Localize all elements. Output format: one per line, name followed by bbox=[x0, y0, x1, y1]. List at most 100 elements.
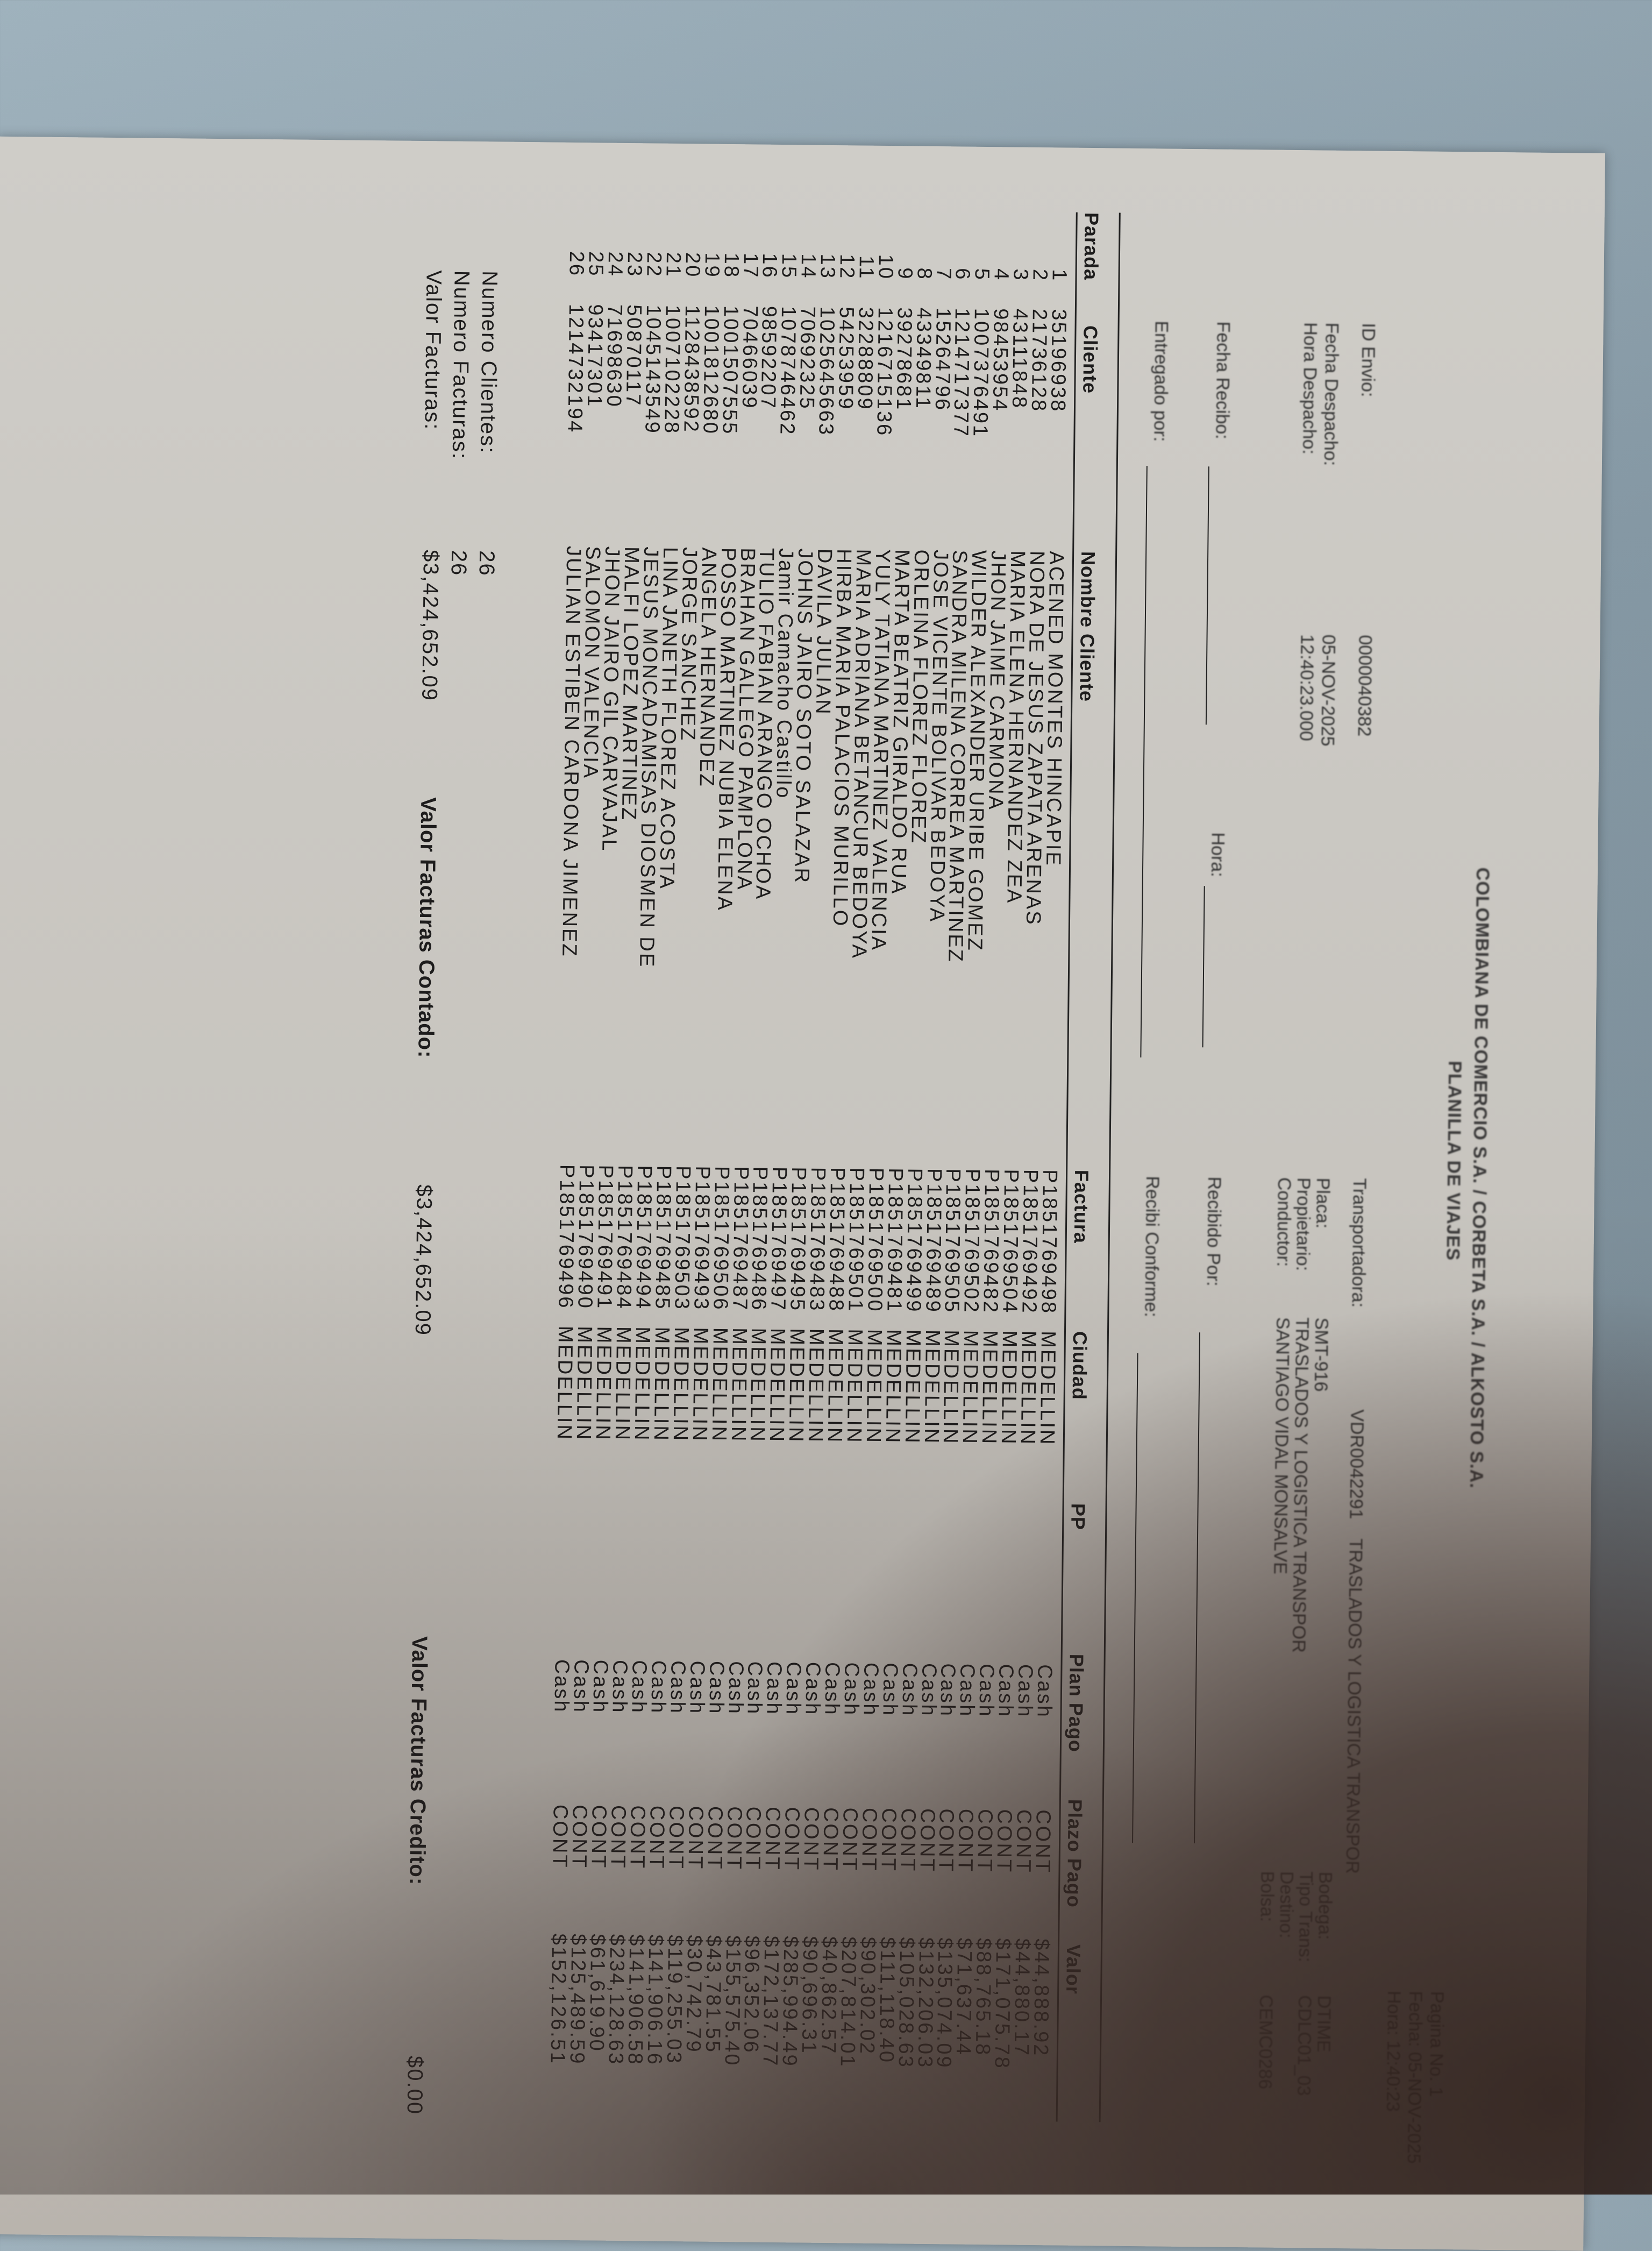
column-header-nombre-cliente: Nombre Cliente bbox=[1076, 551, 1100, 702]
cell-ciudad: MEDELLIN bbox=[804, 1328, 828, 1444]
hora-recibo-line bbox=[1202, 886, 1205, 1048]
cell-ciudad: MEDELLIN bbox=[861, 1329, 886, 1445]
document-title: COLOMBIANA DE COMERCIO S.A. / CORBETA S.… bbox=[1465, 867, 1493, 1489]
cell-plazo-pago: CONT bbox=[896, 1808, 920, 1873]
table-row: 4 98453954 JHON JAIME CARMONA P1851769482 ME… bbox=[971, 153, 1605, 2251]
cell-plazo-pago: CONT bbox=[818, 1807, 842, 1872]
valor-facturas-label: Valor Facturas: bbox=[420, 269, 446, 431]
cell-valor: $119,255.03 bbox=[662, 1934, 687, 2065]
cell-factura: P1851769493 bbox=[689, 1166, 714, 1311]
table-row: 20 1128438592 JORGE SANCHEZ P1851769503 MEDE… bbox=[663, 153, 1605, 2251]
cell-parada: 3 bbox=[1009, 268, 1032, 282]
cell-plazo-pago: CONT bbox=[625, 1805, 649, 1870]
propietario-label: Propietario: bbox=[1292, 1177, 1314, 1272]
table-header: Parada Cliente Nombre Cliente Factura Ciudad… bbox=[1062, 153, 1605, 2251]
cell-plazo-pago: CONT bbox=[645, 1805, 668, 1870]
id-envio-label: ID Envio: bbox=[1357, 323, 1379, 397]
cell-factura: P1851769491 bbox=[593, 1164, 617, 1310]
propietario-value: TRASLADOS Y LOGISTICA TRANSPOR bbox=[1288, 1317, 1313, 1653]
page-value: 1 bbox=[1426, 2086, 1447, 2097]
cell-plazo-pago: CONT bbox=[664, 1805, 688, 1870]
table-row: 19 1001812680 ANGELA HERNANDEZ P1851769493 M… bbox=[682, 153, 1605, 2251]
cell-nombre-cliente: DAVILA JULIAN bbox=[811, 548, 836, 716]
hora-recibo-label: Hora: bbox=[1207, 832, 1228, 877]
table-row: 2 21736128 NORA DE JESUS ZAPATA ARENAS P185… bbox=[1010, 153, 1605, 2251]
table-body: 1 35196938 ACENED MONTES HINCAPIE P18517694… bbox=[546, 153, 1605, 2251]
cell-plan-pago: Cash bbox=[878, 1663, 902, 1717]
cell-ciudad: MEDELLIN bbox=[842, 1329, 867, 1444]
cell-plazo-pago: CONT bbox=[915, 1808, 939, 1873]
credito-value: $0.00 bbox=[402, 2055, 427, 2115]
table-row: 11 32288809 MARIA ADRIANA BETANCUR BEDOYA P… bbox=[836, 153, 1605, 2251]
cell-cliente: 1001507555 bbox=[718, 305, 742, 436]
cell-plan-pago: Cash bbox=[685, 1660, 709, 1715]
cell-nombre-cliente: JORGE SANCHEZ bbox=[676, 546, 701, 742]
cell-valor: $43,781.55 bbox=[701, 1935, 725, 2054]
cell-cliente: 70466039 bbox=[737, 306, 761, 410]
print-date-label: Fecha: bbox=[1405, 1991, 1426, 2047]
cell-cliente: 32288809 bbox=[853, 307, 877, 411]
cell-factura: P1851769488 bbox=[824, 1167, 849, 1313]
table-row: 17 70466039 BRAHAN GALLEGO PAMPLONA P185176… bbox=[720, 153, 1605, 2251]
cell-factura: P1851769497 bbox=[766, 1166, 791, 1312]
cell-factura: P1851769485 bbox=[651, 1165, 675, 1311]
cell-parada: 2 bbox=[1028, 268, 1051, 282]
cell-valor: $132,206.03 bbox=[913, 1937, 937, 2069]
table-row: 1 35196938 ACENED MONTES HINCAPIE P18517694… bbox=[1029, 153, 1605, 2251]
contado-label: Valor Facturas Contado: bbox=[414, 797, 440, 1059]
cell-plazo-pago: CONT bbox=[934, 1808, 958, 1873]
cell-factura: P1851769502 bbox=[959, 1168, 984, 1314]
cell-ciudad: MEDELLIN bbox=[920, 1329, 944, 1445]
cell-parada: 17 bbox=[739, 252, 762, 279]
tipo-trans-value: CDLC01_03 bbox=[1293, 1995, 1315, 2096]
placa-label: Placa: bbox=[1312, 1177, 1334, 1229]
cell-plan-pago: Cash bbox=[762, 1661, 786, 1716]
cell-parada: 9 bbox=[893, 267, 916, 281]
print-date-value: 05-NOV-2025 bbox=[1403, 2051, 1426, 2164]
table-row: 15 1078746462 Jamir Camacho Castillo P18517… bbox=[759, 153, 1605, 2251]
print-time-value: 12:40:23 bbox=[1382, 2040, 1404, 2112]
cell-parada: 13 bbox=[816, 253, 839, 280]
page-number: Pagina No. 1 bbox=[1426, 1991, 1448, 2097]
cell-plan-pago: Cash bbox=[724, 1661, 747, 1716]
cell-factura: P1851769486 bbox=[747, 1166, 772, 1312]
cell-plan-pago: Cash bbox=[646, 1660, 670, 1715]
cell-factura: P1851769489 bbox=[921, 1168, 945, 1313]
cell-parada: 23 bbox=[623, 251, 646, 278]
cell-parada: 7 bbox=[932, 267, 955, 281]
cell-valor: $152,126.51 bbox=[546, 1933, 571, 2065]
table-row: 23 50870117 MALFI LOPEZ MARTINEZ P185176948… bbox=[604, 153, 1605, 2251]
cell-plan-pago: Cash bbox=[898, 1663, 921, 1717]
recibido-por-line bbox=[1194, 1332, 1201, 1844]
cell-plan-pago: Cash bbox=[859, 1662, 882, 1717]
table-row: 25 93417301 SALOMON VALENCIA P1851769490 MED… bbox=[566, 153, 1605, 2251]
planilla-document: COLOMBIANA DE COMERCIO S.A. / CORBETA S.… bbox=[0, 136, 1606, 2251]
cell-factura: P1851769506 bbox=[709, 1166, 733, 1311]
cell-nombre-cliente: SALOMON VALENCIA bbox=[579, 546, 604, 780]
cell-ciudad: MEDELLIN bbox=[668, 1326, 693, 1443]
cell-plazo-pago: CONT bbox=[973, 1808, 997, 1873]
cell-plazo-pago: CONT bbox=[760, 1806, 785, 1871]
entregado-por-label: Entregado por: bbox=[1150, 321, 1172, 442]
cell-factura: P1851769496 bbox=[554, 1164, 579, 1310]
cell-valor: $207,814.01 bbox=[836, 1936, 860, 2068]
column-header-factura: Factura bbox=[1070, 1169, 1093, 1244]
cell-ciudad: MEDELLIN bbox=[553, 1325, 577, 1442]
table-row: 21 1007102228 LINA JANETH FLOREZ ACOSTA P18… bbox=[643, 153, 1605, 2251]
cell-parada: 12 bbox=[835, 253, 859, 280]
hora-despacho-value: 12:40:23.000 bbox=[1295, 634, 1318, 741]
cell-parada: 15 bbox=[777, 253, 801, 280]
cell-plazo-pago: CONT bbox=[703, 1806, 727, 1871]
cell-parada: 8 bbox=[913, 267, 936, 281]
page-label: Pagina No. bbox=[1426, 1991, 1448, 2082]
cell-valor: $155,575.40 bbox=[720, 1935, 744, 2067]
column-header-plazo-pago: Plazo Pago bbox=[1063, 1799, 1086, 1908]
cell-plan-pago: Cash bbox=[608, 1659, 631, 1714]
table-row: 13 1025645663 DAVILA JULIAN P1851769483 MEDE… bbox=[797, 153, 1605, 2251]
table-row: 24 71698630 JHON JAIRO GIL CARVAJAL P185176… bbox=[585, 153, 1605, 2251]
cell-plan-pago: Cash bbox=[781, 1661, 805, 1716]
cell-plan-pago: Cash bbox=[666, 1660, 689, 1715]
contado-value: $3,424,652.09 bbox=[410, 1184, 436, 1337]
cell-plan-pago: Cash bbox=[1032, 1664, 1056, 1719]
cell-valor: $285,994.49 bbox=[778, 1936, 802, 2068]
